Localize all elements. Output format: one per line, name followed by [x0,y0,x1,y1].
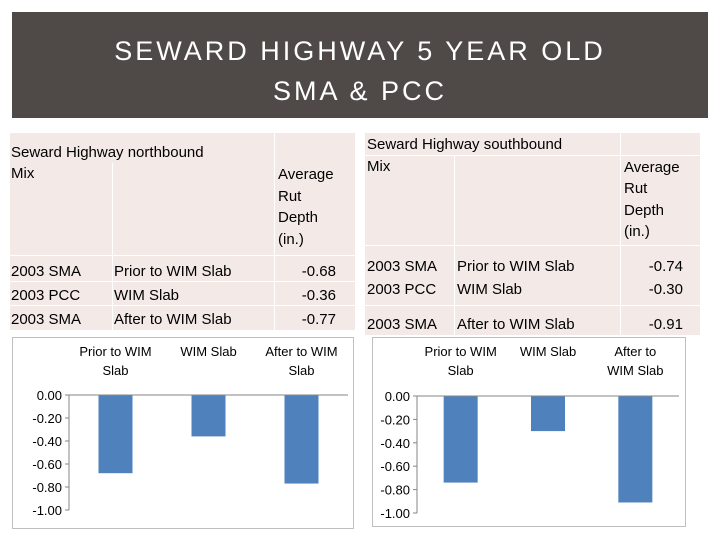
southbound-rut-depth-chart: 0.00 -0.20 -0.40 -0.60 -0.80 -1.00 Prior to WI… [380,344,679,521]
slide-title-line-2: SMA & PCC [272,76,448,106]
southbound-y-tick-label: -1.00 [380,506,410,521]
northbound-avg-header-3: Depth [278,209,319,226]
southbound-bar [618,396,653,503]
southbound-y-tick-label: -0.80 [380,483,410,498]
northbound-bar [191,395,226,437]
southbound-row-2-value: -0.30 [648,281,683,298]
southbound-category-label: Slab [448,363,474,378]
northbound-table: Seward Highway northbound Mix Average Ru… [10,133,355,330]
northbound-category-label: Prior to WIM [79,344,151,359]
northbound-y-tick-label: -0.40 [32,434,62,449]
northbound-avg-header-1: Average [278,166,334,183]
southbound-row-3-value: -0.91 [648,316,683,333]
southbound-avg-header-2: Rut [624,180,648,197]
northbound-y-tick-label: -0.20 [32,411,62,426]
slide-title-bar: SEWARD HIGHWAY 5 YEAR OLD SMA & PCC [12,12,708,118]
northbound-row-1-section: Prior to WIM Slab [114,263,232,280]
northbound-bar [98,395,133,474]
southbound-y-tick-label: -0.20 [380,412,410,427]
southbound-y-tick-label: 0.00 [385,389,410,404]
northbound-row-1-value: -0.68 [301,263,336,280]
southbound-row-1-mix: 2003 SMA [367,258,438,275]
northbound-row-3-mix: 2003 SMA [11,311,82,328]
northbound-y-tick-label: -0.80 [32,480,62,495]
southbound-category-label: WIM Slab [520,344,576,359]
southbound-chart-frame: 0.00 -0.20 -0.40 -0.60 -0.80 -1.00 Prior to WI… [372,337,686,527]
northbound-chart-frame: 0.00 -0.20 -0.40 -0.60 -0.80 -1.00 Prior to WI… [12,337,354,529]
southbound-header-mix: Mix [367,158,391,175]
southbound-bar [531,396,565,432]
southbound-category-label: After to [614,344,656,359]
northbound-category-label: After to WIM [265,344,337,359]
northbound-bar [284,395,319,484]
northbound-y-tick-label: -0.60 [32,457,62,472]
southbound-row-3-section: After to WIM Slab [457,316,575,333]
southbound-row-2-section: WIM Slab [457,281,523,298]
northbound-y-tick-label: 0.00 [37,388,62,403]
southbound-avg-header-1: Average [624,159,680,176]
southbound-row-1-value: -0.74 [648,258,683,275]
northbound-y-tick-label: -1.00 [32,503,62,518]
northbound-category-label: Slab [102,363,128,378]
northbound-row-3-value: -0.77 [301,311,336,328]
southbound-table: Seward Highway southbound Mix Average Ru… [365,133,700,335]
northbound-rut-depth-chart: 0.00 -0.20 -0.40 -0.60 -0.80 -1.00 Prior to WI… [32,344,348,518]
southbound-bar [443,396,478,483]
southbound-avg-header-4: (in.) [624,223,650,240]
southbound-row-1-section: Prior to WIM Slab [457,258,575,275]
northbound-avg-header-2: Rut [278,188,302,205]
northbound-row-2-mix: 2003 PCC [11,287,81,304]
northbound-row-2-section: WIM Slab [114,287,180,304]
southbound-category-label: Prior to WIM [425,344,497,359]
southbound-row-2-mix: 2003 PCC [367,281,437,298]
southbound-y-tick-label: -0.60 [380,459,410,474]
northbound-row-1-mix: 2003 SMA [11,263,82,280]
southbound-header-label: Seward Highway southbound [367,136,563,153]
northbound-category-label: WIM Slab [180,344,236,359]
southbound-avg-header-3: Depth [624,202,665,219]
northbound-avg-header-4: (in.) [278,231,304,248]
northbound-header-mix: Mix [11,165,35,182]
southbound-row-3-mix: 2003 SMA [367,316,438,333]
northbound-row-3-section: After to WIM Slab [114,311,232,328]
southbound-y-tick-label: -0.40 [380,436,410,451]
slide-title-line-1: SEWARD HIGHWAY 5 YEAR OLD [114,36,606,66]
southbound-category-label: WIM Slab [607,363,663,378]
northbound-row-2-value: -0.36 [301,287,336,304]
northbound-category-label: Slab [288,363,314,378]
northbound-header-label: Seward Highway northbound [11,144,204,161]
